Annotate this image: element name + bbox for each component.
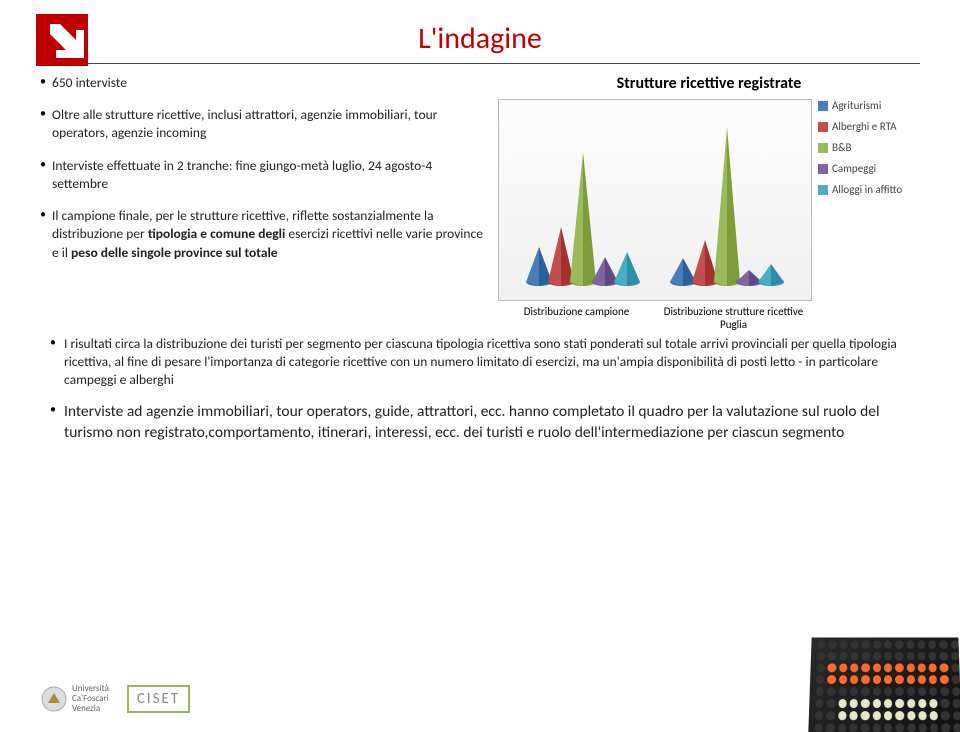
logo-universita: Università Ca'Foscari Venezia [40, 684, 109, 714]
content-row: 650 interviste Oltre alle strutture ricet… [40, 74, 920, 331]
chart-title: Strutture ricettive registrate [498, 74, 920, 93]
legend-item-3: Campeggi [818, 162, 920, 175]
chart-legend: Agriturismi Alberghi e RTA B&B Campeggi Allo… [812, 99, 920, 331]
chart-axis-labels: Distribuzione campione Distribuzione str… [498, 305, 812, 331]
logo-ciset: CISET [127, 685, 190, 713]
full-bullet-0: I risultati circa la distribuzione dei t… [40, 335, 920, 390]
chart-body: Distribuzione campione Distribuzione str… [498, 99, 920, 331]
big-bullet: Interviste ad agenzie immobiliari, tour … [40, 402, 920, 444]
legend-swatch-3 [818, 164, 828, 174]
left-bullets: 650 interviste Oltre alle strutture ricet… [40, 74, 498, 331]
led-board-image [808, 638, 960, 732]
legend-label-1: Alberghi e RTA [832, 120, 897, 133]
axis-label-0: Distribuzione campione [498, 305, 655, 331]
legend-swatch-2 [818, 143, 828, 153]
legend-item-0: Agriturismi [818, 99, 920, 112]
cone-g1-2 [714, 127, 740, 290]
chart-area [498, 99, 812, 301]
legend-item-4: Alloggi in affitto [818, 183, 920, 196]
axis-label-1: Distribuzione strutture ricettive Puglia [655, 305, 812, 331]
legend-swatch-1 [818, 122, 828, 132]
legend-item-2: B&B [818, 141, 920, 154]
slide-title: L'indagine [40, 20, 920, 57]
slide: L'indagine 650 interviste Oltre alle stru… [0, 0, 960, 732]
left-bullet-3: Il campione finale, per le strutture ric… [40, 207, 490, 262]
left-bullet-1: Oltre alle strutture ricettive, inclusi … [40, 106, 490, 142]
legend-swatch-0 [818, 101, 828, 111]
uni-line-2: Venezia [72, 704, 109, 714]
cone-g1-4 [758, 264, 784, 290]
left-bullet-2: Interviste effettuate in 2 tranche: fine… [40, 157, 490, 193]
left-bullet-0: 650 interviste [40, 74, 490, 92]
cone-g0-4 [614, 252, 640, 290]
footer: Università Ca'Foscari Venezia CISET [40, 684, 920, 714]
legend-label-3: Campeggi [832, 162, 876, 175]
legend-label-0: Agriturismi [832, 99, 881, 112]
full-width-bullets: I risultati circa la distribuzione dei t… [40, 335, 920, 444]
corner-arrow-icon [36, 14, 88, 71]
legend-label-2: B&B [832, 141, 851, 154]
legend-label-4: Alloggi in affitto [832, 183, 902, 196]
legend-item-1: Alberghi e RTA [818, 120, 920, 133]
chart-panel: Strutture ricettive registrate Distribuz… [498, 74, 920, 331]
title-underline [40, 63, 920, 64]
legend-swatch-4 [818, 185, 828, 195]
